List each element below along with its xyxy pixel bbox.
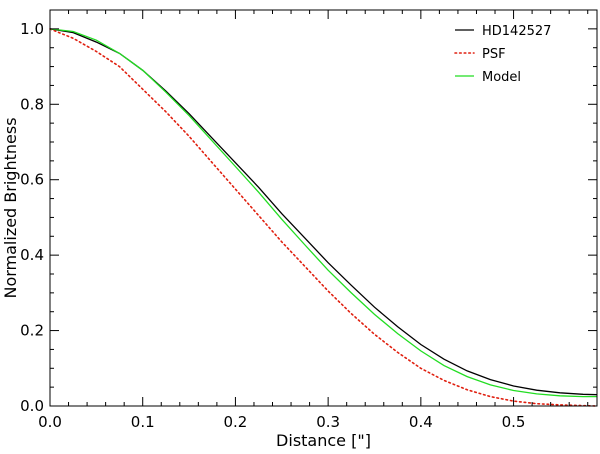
legend-label-model: Model (482, 70, 521, 85)
series-line-psf (49, 28, 598, 407)
x-tick-label: 0.4 (409, 413, 433, 431)
y-axis-label: Normalized Brightness (1, 117, 20, 298)
x-tick-label: 0.3 (316, 413, 340, 431)
legend-label-psf: PSF (482, 47, 506, 62)
series-layer (49, 28, 598, 407)
series-line-model (49, 28, 597, 398)
x-tick-label: 0.2 (223, 413, 247, 431)
x-tick-label: 0.1 (131, 413, 155, 431)
y-tick-label: 0.0 (20, 397, 44, 415)
x-tick-label: 0.5 (502, 413, 526, 431)
y-tick-label: 0.4 (20, 246, 44, 264)
legend: HD142527 PSF Model (454, 24, 551, 85)
y-tick-label: 1.0 (20, 20, 44, 38)
legend-label-hd142527: HD142527 (482, 24, 551, 39)
ticks-layer: 0.0 0.1 0.2 0.3 0.4 0.5 0.0 0.2 0.4 0.6 0.8 1.0 (20, 10, 597, 431)
y-tick-label: 0.8 (20, 95, 44, 113)
x-axis-label: Distance ["] (276, 431, 371, 450)
y-tick-label: 0.6 (20, 171, 44, 189)
x-tick-label: 0.0 (38, 413, 62, 431)
plot-frame (49, 9, 598, 407)
y-tick-label: 0.2 (20, 322, 44, 340)
